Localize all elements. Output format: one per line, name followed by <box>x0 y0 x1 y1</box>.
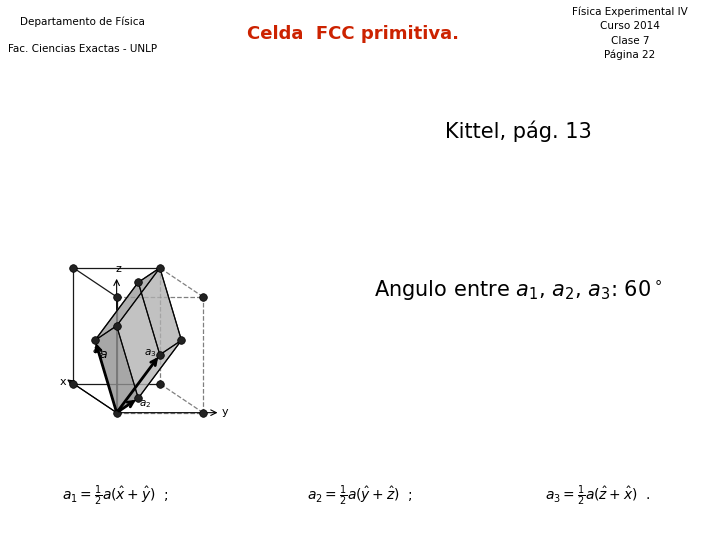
Text: Página 22: Página 22 <box>604 50 656 60</box>
Text: $a_1 = \frac{1}{2}a(\hat{x} + \hat{y})$  ;: $a_1 = \frac{1}{2}a(\hat{x} + \hat{y})$ … <box>62 484 168 508</box>
Text: a: a <box>100 348 107 361</box>
Polygon shape <box>95 268 160 340</box>
Text: x: x <box>60 377 67 387</box>
Polygon shape <box>138 268 181 355</box>
Polygon shape <box>95 282 160 413</box>
Text: $a_3 = \frac{1}{2}a(\hat{z} + \hat{x})$  .: $a_3 = \frac{1}{2}a(\hat{z} + \hat{x})$ … <box>545 484 650 508</box>
Text: $a_2 = \frac{1}{2}a(\hat{y} + \hat{z})$  ;: $a_2 = \frac{1}{2}a(\hat{y} + \hat{z})$ … <box>307 484 413 508</box>
Polygon shape <box>95 326 138 413</box>
Text: Celda  FCC primitiva.: Celda FCC primitiva. <box>247 25 459 43</box>
Text: Fac. Ciencias Exactas - UNLP: Fac. Ciencias Exactas - UNLP <box>8 44 158 53</box>
Polygon shape <box>117 268 181 398</box>
Text: Curso 2014: Curso 2014 <box>600 21 660 31</box>
Polygon shape <box>117 340 181 413</box>
Text: $a_3$: $a_3$ <box>143 347 156 359</box>
Text: Clase 7: Clase 7 <box>611 36 649 45</box>
Text: y: y <box>221 407 228 416</box>
Text: $a_1$: $a_1$ <box>91 345 104 357</box>
Text: Angulo entre $a_1$, $a_2$, $a_3$: 60$^\circ$: Angulo entre $a_1$, $a_2$, $a_3$: 60$^\c… <box>374 278 662 302</box>
Text: Kittel, pág. 13: Kittel, pág. 13 <box>445 120 592 142</box>
Text: $a_2$: $a_2$ <box>140 398 151 410</box>
Text: z: z <box>115 264 121 274</box>
Text: Departamento de Física: Departamento de Física <box>20 16 145 27</box>
Text: Física Experimental IV: Física Experimental IV <box>572 7 688 17</box>
